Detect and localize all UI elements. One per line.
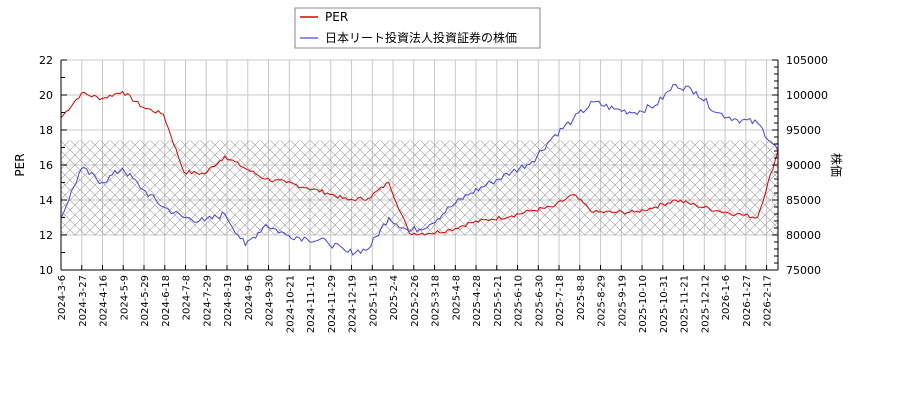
x-tick-label: 2025-6-30	[534, 275, 545, 327]
legend: PER 日本リート投資法人投資証券の株価	[294, 7, 541, 49]
x-axis: 2024-3-6 2024-3-27 2024-4-16 2024-5-9 2024-5…	[57, 265, 774, 333]
left-tick-label: 10	[39, 264, 53, 277]
x-tick-label: 2025-2-4	[389, 275, 400, 320]
x-tick-label: 2025-2-26	[410, 275, 421, 327]
x-tick-label: 2024-12-19	[348, 275, 359, 333]
series-layer	[61, 83, 778, 256]
right-tick-label: 80000	[786, 229, 821, 242]
shaded-band	[61, 140, 778, 235]
legend-label-per: PER	[325, 10, 348, 24]
x-tick-label: 2025-8-8	[576, 275, 587, 320]
right-y-axis: 75000 80000 85000 90000 95000 100000 105000	[772, 54, 828, 277]
right-tick-label: 100000	[786, 89, 828, 102]
legend-label-price: 日本リート投資法人投資証券の株価	[325, 30, 517, 45]
x-tick-label: 2024-7-29	[202, 275, 213, 327]
x-tick-label: 2026-1-27	[742, 275, 753, 327]
right-tick-label: 90000	[786, 159, 821, 172]
right-tick-label: 75000	[786, 264, 821, 277]
x-tick-label: 2025-10-31	[659, 275, 670, 333]
x-tick-label: 2025-5-21	[493, 275, 504, 327]
series-line-1	[61, 83, 778, 256]
left-y-axis: 10 12 14 16 18 20 22	[39, 54, 67, 277]
x-tick-label: 2025-4-28	[472, 275, 483, 327]
right-tick-label: 105000	[786, 54, 828, 67]
x-tick-label: 2025-3-18	[431, 275, 442, 327]
series-line-0	[61, 90, 778, 236]
left-tick-label: 12	[39, 229, 53, 242]
x-tick-label: 2025-7-18	[555, 275, 566, 327]
right-axis-label: 株価	[829, 153, 844, 177]
right-tick-label: 85000	[786, 194, 821, 207]
x-tick-label: 2026-1-6	[721, 275, 732, 320]
x-tick-label: 2025-4-8	[451, 275, 462, 320]
x-tick-label: 2025-11-21	[680, 275, 691, 333]
x-tick-label: 2024-5-29	[140, 275, 151, 327]
left-tick-label: 16	[39, 159, 53, 172]
x-tick-label: 2025-6-10	[514, 275, 525, 327]
x-tick-label: 2024-6-18	[161, 275, 172, 327]
x-tick-label: 2024-4-16	[99, 275, 110, 327]
left-tick-label: 20	[39, 89, 53, 102]
x-tick-label: 2025-12-12	[700, 275, 711, 333]
x-tick-label: 2024-7-8	[182, 275, 193, 320]
x-tick-label: 2024-9-6	[244, 275, 255, 320]
x-tick-label: 2025-1-15	[368, 275, 379, 327]
left-axis-label: PER	[13, 153, 27, 176]
x-tick-label: 2024-3-6	[57, 275, 68, 320]
right-tick-label: 95000	[786, 124, 821, 137]
x-tick-label: 2026-2-17	[763, 275, 774, 327]
x-tick-label: 2025-9-19	[617, 275, 628, 327]
x-tick-label: 2024-11-29	[327, 275, 338, 333]
x-tick-label: 2024-3-27	[78, 275, 89, 327]
x-tick-label: 2024-10-21	[285, 275, 296, 333]
x-tick-label: 2024-5-9	[119, 275, 130, 320]
legend-box	[294, 7, 541, 49]
x-tick-label: 2024-9-30	[265, 275, 276, 327]
left-tick-label: 18	[39, 124, 53, 137]
x-tick-label: 2024-11-11	[306, 275, 317, 333]
x-tick-label: 2025-10-10	[638, 275, 649, 333]
x-tick-label: 2025-8-29	[597, 275, 608, 327]
left-tick-label: 22	[39, 54, 53, 67]
x-tick-label: 2024-8-19	[223, 275, 234, 327]
left-tick-label: 14	[39, 194, 53, 207]
